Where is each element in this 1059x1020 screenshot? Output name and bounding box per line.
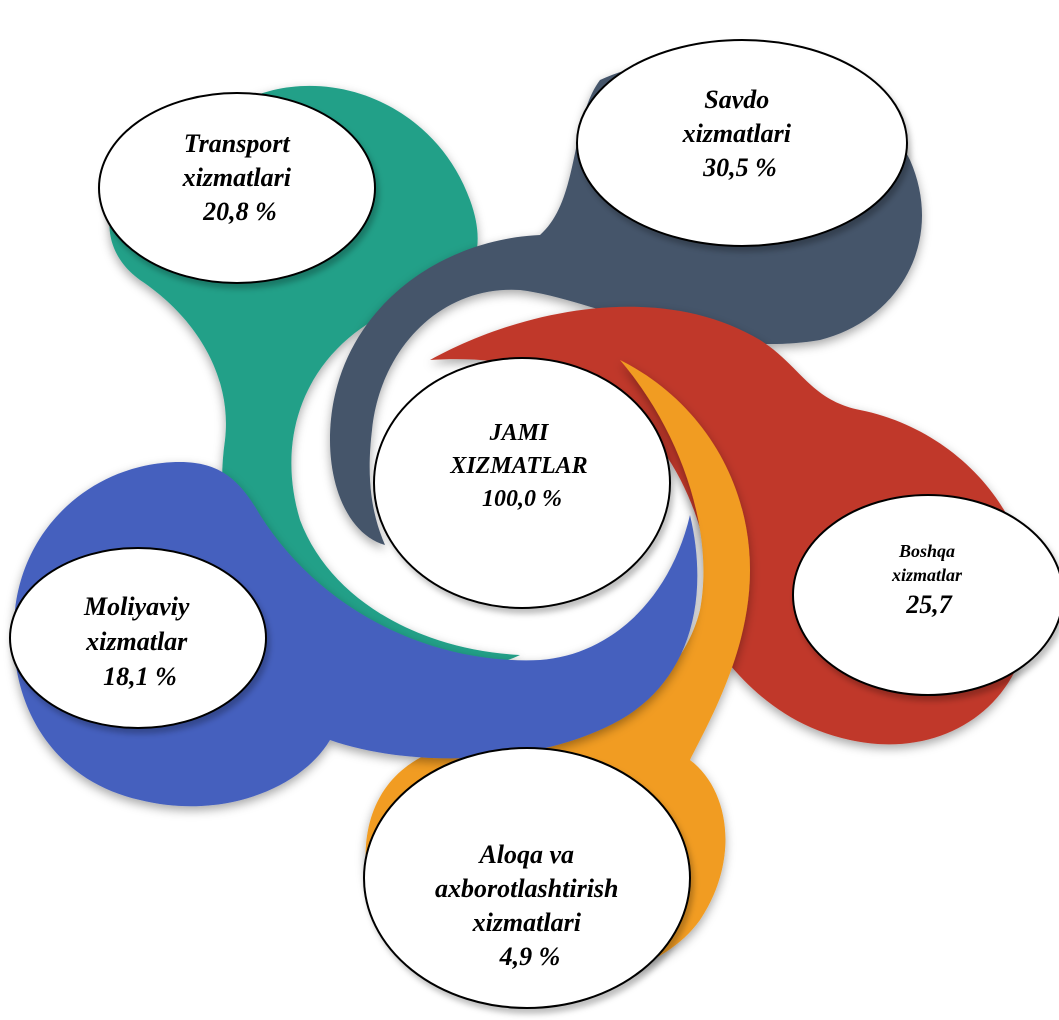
bubble-boshqa [792,494,1059,696]
label-savdo: Savdo xizmatlari 30,5 % [682,85,798,182]
labels: Transport xizmatlari 20,8 % Savdo xizmat… [83,85,966,971]
bubble-savdo [576,39,908,247]
bubble-transport [98,92,376,284]
label-aloqa: Aloqa va axborotlashtirish xizmatlari 4,… [435,840,625,971]
label-boshqa: Boshqa xizmatlar 25,7 [891,541,966,619]
label-transport: Transport xizmatlari 20,8 % [182,129,298,226]
label-moliyaviy: Moliyaviy xizmatlar 18,1 % [83,592,196,691]
bubble-moliyaviy [9,547,267,729]
label-center: JAMI XIZMATLAR 100,0 % [449,420,593,512]
bubble-center [373,357,671,609]
bubbles [9,39,1059,1009]
bubble-aloqa [363,747,691,1009]
